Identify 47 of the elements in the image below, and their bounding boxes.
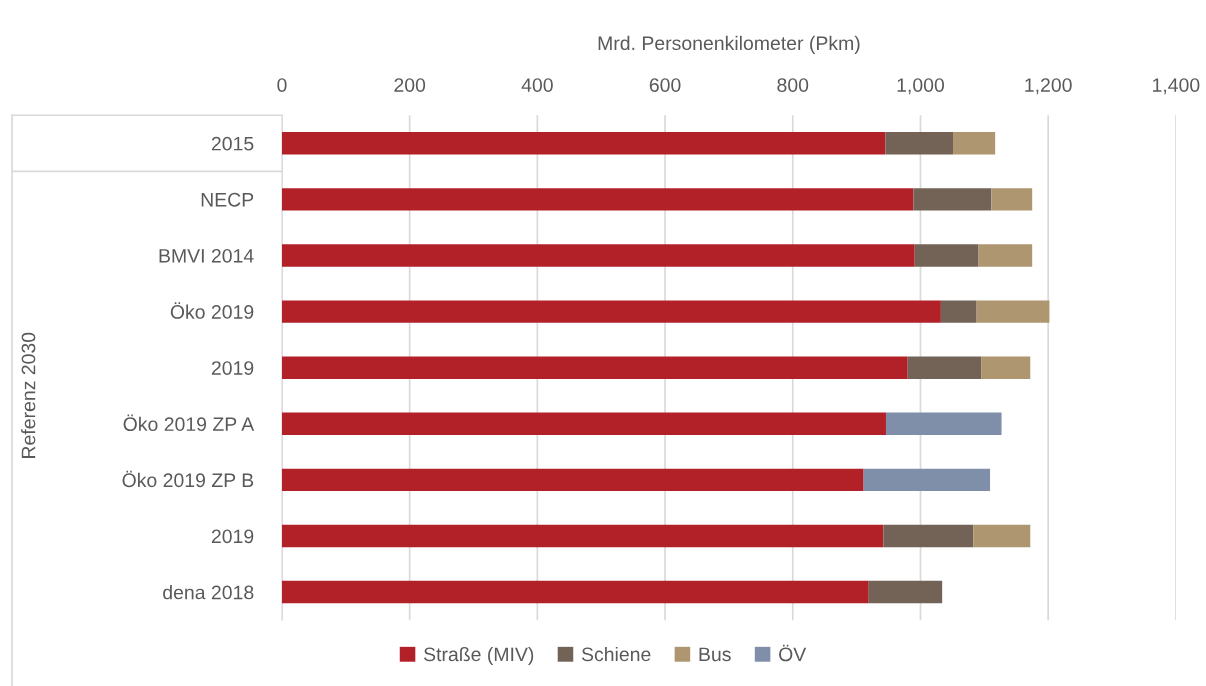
- bar: [281, 132, 886, 155]
- y-tick-label: Öko 2019: [170, 302, 254, 319]
- bar: [281, 468, 864, 492]
- y-tick-label: Öko 2019 ZP A: [123, 414, 255, 432]
- bar: [281, 188, 914, 211]
- bar: [281, 356, 908, 379]
- legend-label: Schiene: [581, 646, 651, 662]
- x-tick-label: 200: [394, 78, 426, 92]
- legend-label: Bus: [699, 647, 731, 662]
- bar: [940, 300, 977, 323]
- bar: [914, 244, 979, 267]
- x-tick-label: 1,400: [1153, 78, 1200, 95]
- bar: [281, 244, 915, 267]
- bar: [281, 412, 886, 436]
- bar: [981, 356, 1031, 379]
- bar: [907, 356, 982, 379]
- x-tick-label: 1,200: [1025, 78, 1072, 95]
- y-tick-label: dena 2018: [163, 585, 254, 600]
- legend-label: Straße (MIV): [423, 646, 534, 666]
- bar: [953, 132, 996, 155]
- y-tick-label: NECP: [201, 192, 254, 207]
- bar: [281, 524, 884, 548]
- x-tick-label: 800: [777, 78, 809, 92]
- bar: [281, 580, 869, 604]
- y-tick-label: 2019: [211, 361, 254, 375]
- y-tick-label: Öko 2019 ZP B: [122, 470, 254, 488]
- bar: [976, 300, 1050, 323]
- bar: [913, 188, 992, 211]
- bar: [868, 580, 943, 604]
- bar: [973, 524, 1031, 548]
- x-tick-label: 0: [277, 78, 287, 92]
- bar: [978, 244, 1033, 267]
- x-tick-label: 1,000: [897, 78, 945, 95]
- x-tick-label: 400: [521, 78, 553, 92]
- bar: [883, 524, 974, 548]
- bar: [885, 132, 954, 155]
- y-tick-label: BMVI 2014: [159, 248, 254, 263]
- text: Referenz 2030: [21, 332, 36, 458]
- legend-label: ÖV: [779, 644, 807, 662]
- x-tick-label: 600: [649, 78, 681, 92]
- x-axis-title: Mrd. Personenkilometer (Pkm): [598, 35, 860, 54]
- bar: [885, 412, 1002, 436]
- y-tick-label: 2019: [211, 529, 254, 544]
- y-tick-label: 2015: [211, 136, 254, 151]
- bar: [863, 468, 991, 492]
- bar: [991, 188, 1033, 211]
- bar: [281, 300, 941, 323]
